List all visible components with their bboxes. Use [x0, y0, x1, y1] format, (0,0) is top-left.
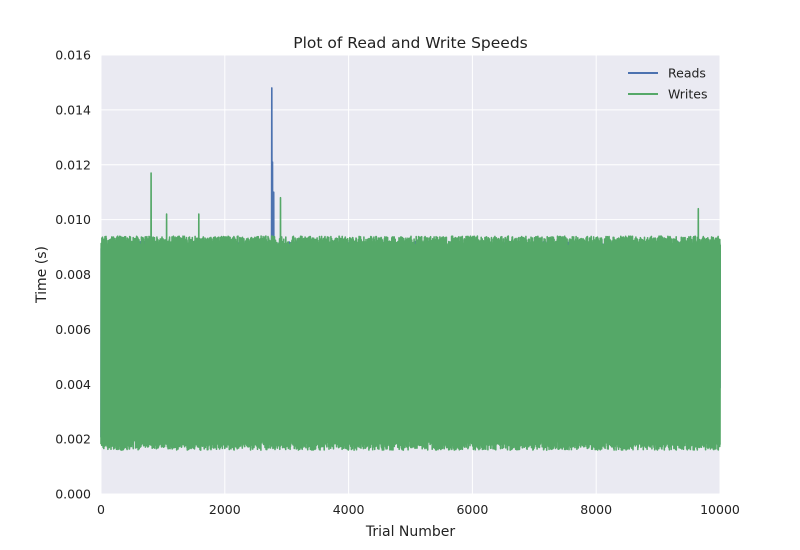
y-tick-label: 0.012: [55, 157, 91, 172]
x-tick-label: 4000: [333, 502, 365, 517]
y-tick-label: 0.008: [55, 267, 91, 282]
legend-label-reads: Reads: [668, 66, 706, 81]
x-tick-label: 8000: [580, 502, 612, 517]
x-tick-label: 2000: [209, 502, 241, 517]
legend-label-writes: Writes: [668, 87, 708, 102]
x-axis-label: Trial Number: [365, 524, 456, 540]
y-tick-label: 0.010: [55, 212, 91, 227]
y-tick-label: 0.000: [55, 487, 91, 502]
y-tick-label: 0.006: [55, 322, 91, 337]
series-line-writes: [100, 172, 721, 451]
y-tick-label: 0.004: [55, 377, 91, 392]
y-tick-label: 0.002: [55, 432, 91, 447]
y-tick-label: 0.014: [55, 102, 91, 117]
tick-labels: 0 2000 4000 6000 8000 10000 0.000 0.002 0.004 0.0…: [55, 48, 740, 518]
chart-title: Plot of Read and Write Speeds: [293, 34, 527, 52]
x-tick-label: 6000: [456, 502, 488, 517]
legend: Reads Writes: [628, 66, 708, 102]
x-tick-label: 0: [97, 502, 105, 517]
y-tick-label: 0.016: [55, 48, 91, 63]
series-layer: [100, 87, 721, 451]
y-axis-label: Time (s): [34, 246, 50, 304]
x-tick-label: 10000: [700, 502, 740, 517]
